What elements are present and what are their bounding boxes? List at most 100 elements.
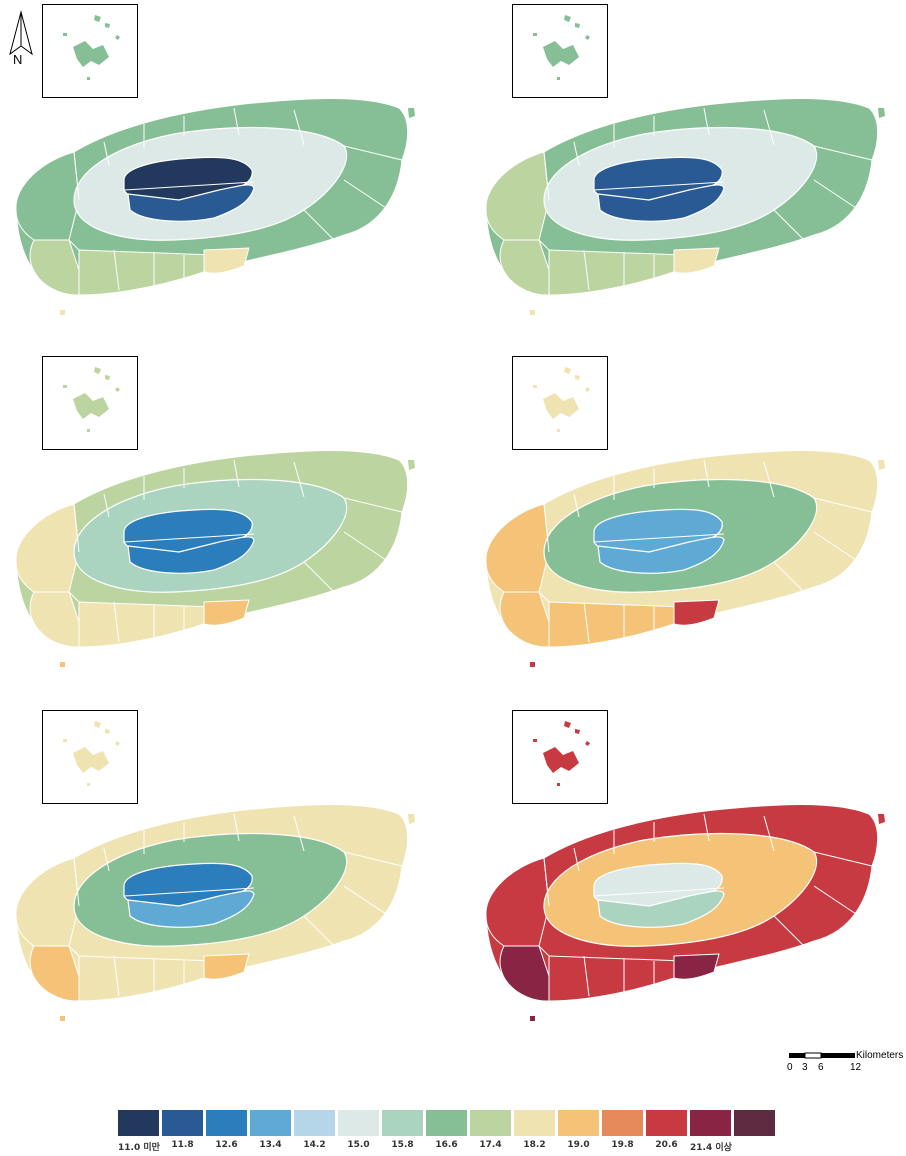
district-boundary-2	[68, 945, 80, 957]
inset-island-5	[115, 387, 120, 392]
inset-island-6	[87, 77, 90, 80]
legend-label-13: 20.6	[655, 1140, 678, 1150]
inset-island-2	[564, 15, 571, 22]
inset-islands	[63, 15, 120, 80]
island-region-west	[485, 151, 550, 241]
island-region-west	[485, 857, 550, 947]
scale-tick-3: 3	[802, 1062, 808, 1073]
district-boundary-15	[123, 887, 255, 897]
inset-island-2	[564, 721, 571, 728]
legend-swatch-3	[206, 1110, 247, 1136]
district-boundary-10	[703, 107, 710, 136]
district-boundary-4	[113, 601, 120, 643]
legend-swatches	[118, 1110, 778, 1136]
district-boundary-1	[543, 857, 550, 907]
island-region-west	[15, 151, 80, 241]
map-panel-2	[474, 0, 894, 340]
inset-island-1	[73, 393, 109, 419]
district-boundary-10	[703, 459, 710, 488]
district-boundary-14	[343, 531, 390, 563]
district-boundary-10	[233, 813, 240, 842]
island-map	[485, 98, 885, 315]
legend-swatch-7	[382, 1110, 423, 1136]
district-boundary-15	[123, 533, 255, 543]
district-boundary-13	[573, 493, 580, 518]
district-boundary-13	[103, 847, 110, 872]
inset-islands	[63, 367, 120, 432]
inset-island-2	[564, 367, 571, 374]
inset-map	[42, 4, 138, 98]
legend-label-3: 12.6	[215, 1140, 238, 1150]
district-boundary-7	[773, 915, 805, 947]
island-core-south	[127, 536, 255, 574]
legend-labels: 11.0 미만 11.8 12.6 13.4 14.2 15.0 15.8 16.6 17.4 1…	[118, 1140, 778, 1153]
legend-label-6: 15.0	[347, 1140, 370, 1150]
island-region-southcoast	[673, 599, 720, 626]
district-boundary-8	[813, 497, 873, 513]
island-region-southwest	[499, 945, 550, 1002]
district-boundary-8	[813, 145, 873, 161]
inset-island-1	[73, 41, 109, 67]
district-boundary-14	[343, 885, 390, 917]
inset-map	[512, 356, 608, 450]
inset-map	[512, 4, 608, 98]
inset-island-4	[63, 739, 67, 742]
legend-label-11: 19.0	[567, 1140, 590, 1150]
island-region-south	[78, 601, 215, 648]
islet-2	[530, 662, 535, 667]
inset-islands	[63, 721, 120, 786]
island-region-southcoast	[203, 599, 250, 626]
district-boundary-9	[293, 109, 305, 146]
district-boundary-1	[73, 503, 80, 553]
district-boundary-10	[233, 459, 240, 488]
legend-swatch-5	[294, 1110, 335, 1136]
island-region-south	[548, 955, 685, 1002]
inset-island-1	[73, 747, 109, 773]
inset-island-3	[105, 729, 110, 734]
district-boundary-9	[763, 815, 775, 852]
district-boundary-15	[123, 181, 255, 191]
inset-island-4	[533, 385, 537, 388]
scale-tick-12: 12	[850, 1062, 862, 1073]
scale-bar-graphic	[789, 1052, 855, 1059]
legend-swatch-15	[734, 1110, 775, 1136]
district-boundary-9	[763, 109, 775, 146]
legend-label-15	[734, 1140, 775, 1153]
legend-swatch-1	[118, 1110, 159, 1136]
island-map	[15, 98, 415, 315]
islet-1	[408, 108, 415, 118]
district-boundary-14	[813, 531, 860, 563]
district-boundary-4	[113, 249, 120, 291]
legend-label-4: 13.4	[259, 1140, 282, 1150]
map-panel-1	[4, 0, 424, 340]
legend-label-9: 17.4	[479, 1140, 502, 1150]
district-boundary-4	[583, 601, 590, 643]
district-boundary-9	[293, 461, 305, 498]
inset-map	[42, 710, 138, 804]
legend-swatch-14	[690, 1110, 731, 1136]
legend-label-1: 11.0 미만	[118, 1143, 160, 1153]
district-boundary-9	[293, 815, 305, 852]
scale-unit-label: Kilometers	[856, 1050, 904, 1061]
inset-island-1	[543, 41, 579, 67]
map-panel-3	[4, 352, 424, 692]
scale-bar: Kilometers 0 3 6 12	[787, 1050, 906, 1080]
legend-swatch-12	[602, 1110, 643, 1136]
legend-label-14: 21.4 이상	[690, 1143, 732, 1153]
inset-island-3	[105, 23, 110, 28]
legend-swatch-9	[470, 1110, 511, 1136]
inset-island-1	[543, 747, 579, 773]
district-boundary-2	[68, 591, 80, 603]
inset-island-6	[87, 429, 90, 432]
district-boundary-8	[343, 497, 403, 513]
inset-island-4	[533, 33, 537, 36]
legend-swatch-8	[426, 1110, 467, 1136]
map-panel-5	[4, 706, 424, 1046]
island-region-south	[78, 955, 215, 1002]
islet-1	[878, 814, 885, 824]
island-region-southcoast	[203, 953, 250, 980]
district-boundary-2	[538, 591, 550, 603]
island-core-south	[597, 184, 725, 222]
district-boundary-13	[103, 493, 110, 518]
inset-island-5	[585, 35, 590, 40]
